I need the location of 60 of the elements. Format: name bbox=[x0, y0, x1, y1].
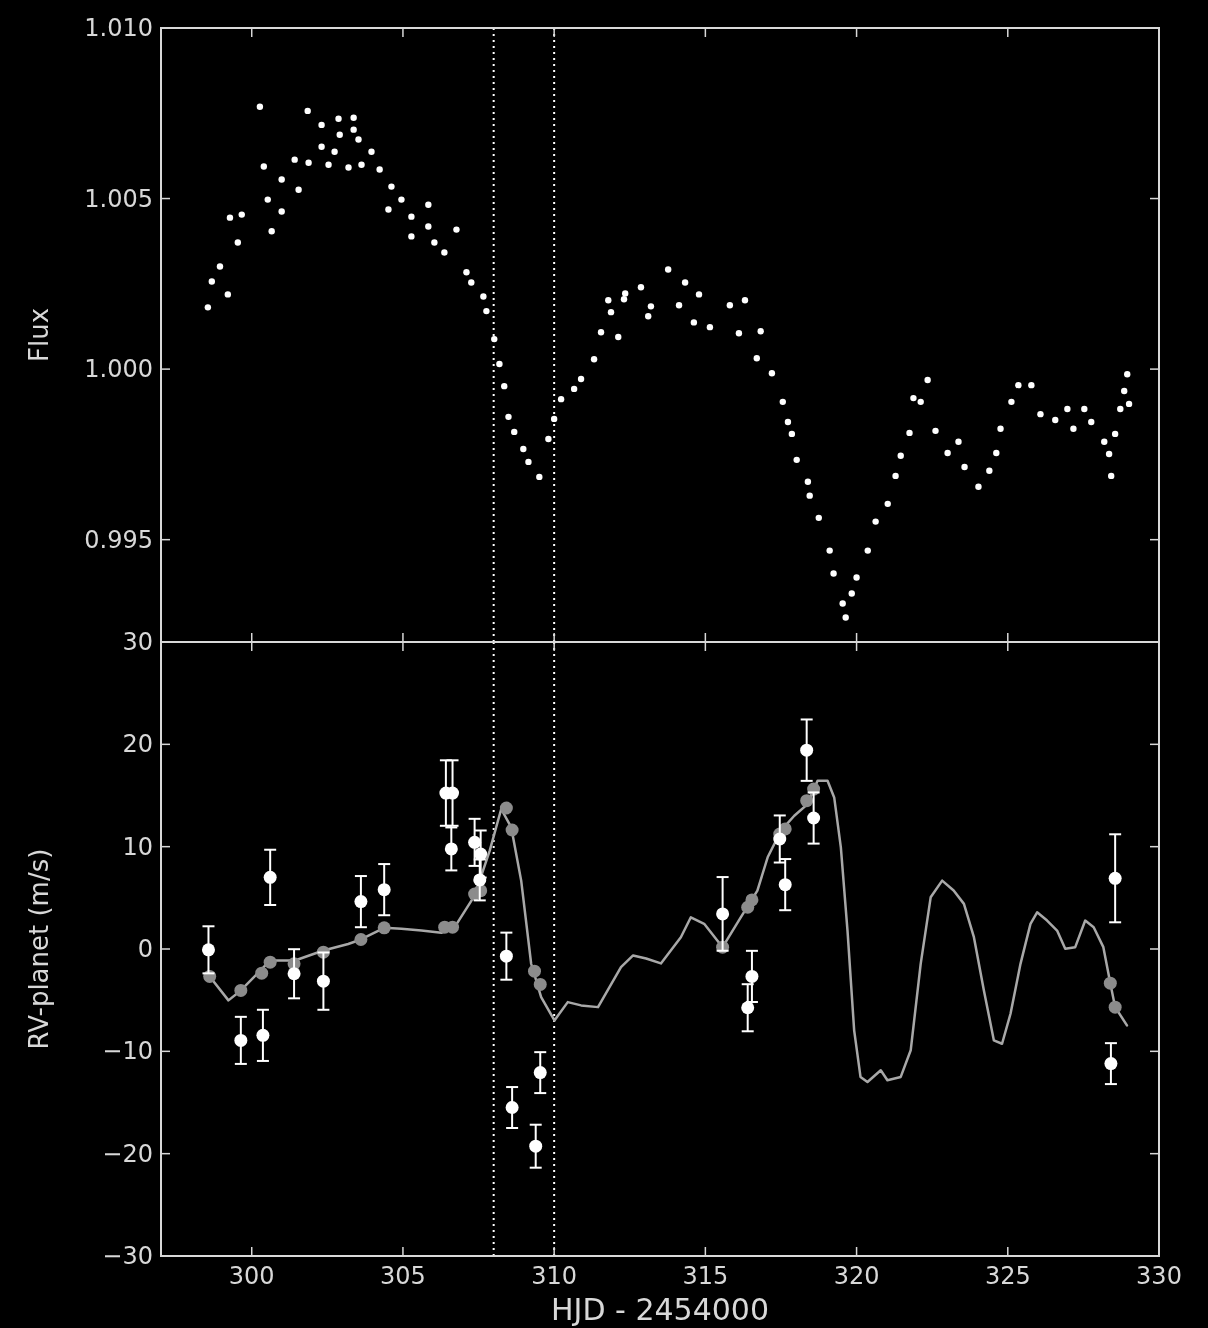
y-tick-label: −10 bbox=[102, 1037, 153, 1066]
y-tick-label: 20 bbox=[122, 730, 153, 759]
x-tick-label: 330 bbox=[1136, 1262, 1182, 1290]
point bbox=[377, 883, 391, 897]
point bbox=[745, 969, 759, 983]
y-axis-title: Flux bbox=[24, 307, 54, 363]
y-tick-label: −20 bbox=[102, 1139, 153, 1168]
point bbox=[499, 949, 513, 963]
point bbox=[234, 983, 248, 997]
point bbox=[716, 907, 730, 921]
point bbox=[1104, 1057, 1118, 1071]
point bbox=[1103, 976, 1117, 990]
point bbox=[263, 955, 277, 969]
point bbox=[533, 1066, 547, 1080]
point bbox=[287, 967, 301, 981]
point bbox=[354, 932, 368, 946]
point bbox=[1108, 871, 1122, 885]
point bbox=[800, 743, 814, 757]
x-tick-label: 305 bbox=[380, 1262, 426, 1290]
point bbox=[745, 893, 759, 907]
point bbox=[807, 811, 821, 825]
point bbox=[778, 878, 792, 892]
x-axis-title: HJD - 2454000 bbox=[550, 1292, 770, 1327]
y-tick-label: 0.995 bbox=[84, 525, 153, 554]
y-tick-label: −30 bbox=[102, 1242, 153, 1270]
point bbox=[533, 977, 547, 991]
point bbox=[773, 832, 787, 846]
y-tick-label: 30 bbox=[122, 628, 153, 656]
point bbox=[446, 920, 460, 934]
point bbox=[527, 964, 541, 978]
point bbox=[377, 921, 391, 935]
point bbox=[468, 835, 482, 849]
point bbox=[234, 1033, 248, 1047]
point bbox=[505, 823, 519, 837]
y-tick-label: 0 bbox=[137, 935, 153, 963]
point bbox=[255, 966, 269, 980]
point bbox=[263, 870, 277, 884]
point bbox=[499, 801, 513, 815]
point bbox=[444, 842, 458, 856]
x-tick-label: 325 bbox=[984, 1262, 1031, 1290]
y-tick-label: 1.005 bbox=[84, 184, 153, 213]
point bbox=[201, 943, 215, 957]
point bbox=[741, 1001, 755, 1015]
y-tick-label: 1.010 bbox=[84, 14, 153, 42]
point bbox=[473, 873, 487, 887]
point bbox=[474, 847, 488, 861]
point bbox=[529, 1139, 543, 1153]
x-tick-label: 310 bbox=[531, 1262, 578, 1290]
point bbox=[354, 895, 368, 909]
point bbox=[800, 794, 814, 808]
y-tick-label: 1.000 bbox=[84, 355, 153, 384]
y-tick-label: 10 bbox=[122, 832, 153, 861]
x-tick-label: 320 bbox=[833, 1262, 880, 1290]
x-tick-label: 300 bbox=[228, 1262, 275, 1290]
point bbox=[316, 974, 330, 988]
point bbox=[1108, 1000, 1122, 1014]
y-axis-title: RV-planet (m/s) bbox=[24, 848, 54, 1050]
x-tick-label: 315 bbox=[682, 1262, 729, 1290]
point bbox=[505, 1101, 519, 1115]
point bbox=[256, 1028, 270, 1042]
